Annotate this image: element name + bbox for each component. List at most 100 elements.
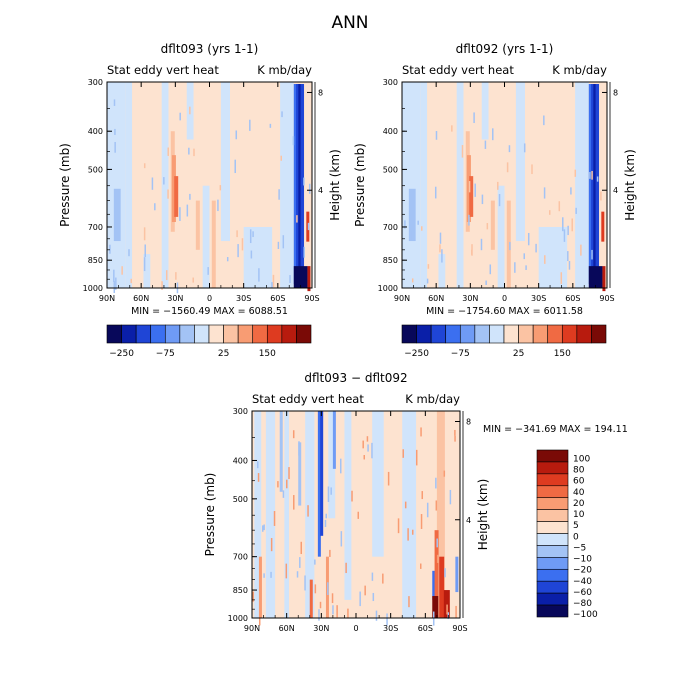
field-speckle <box>470 249 473 255</box>
field-speckle <box>114 141 116 153</box>
field-speckle <box>484 140 487 149</box>
field-streak <box>211 200 216 288</box>
colorbar-swatch <box>252 324 268 344</box>
field-region <box>254 411 262 618</box>
field-speckle <box>189 193 191 200</box>
field-speckle <box>523 143 526 153</box>
field-region <box>107 82 126 288</box>
field-speckle <box>411 529 414 535</box>
field-speckle <box>485 280 487 285</box>
panel-title: dflt092 (yrs 1-1) <box>456 42 554 56</box>
field-speckle <box>161 281 163 290</box>
field-speckle <box>257 473 260 482</box>
field-speckle <box>497 181 499 190</box>
field-streak <box>195 200 200 250</box>
panel-subtitle-right: K mb/day <box>552 63 607 77</box>
field-speckle <box>143 227 146 241</box>
field-speckle <box>443 470 446 477</box>
field-speckle <box>270 571 272 578</box>
field-speckle <box>163 177 165 185</box>
xtick-label: 30S <box>531 294 546 303</box>
field-speckle <box>509 241 511 251</box>
field-speckle <box>285 563 288 579</box>
field-speckle <box>339 458 342 474</box>
field-speckle <box>286 479 288 489</box>
field-speckle <box>330 487 332 495</box>
field-region <box>575 82 589 288</box>
field-region <box>202 185 210 288</box>
field-speckle <box>415 449 418 466</box>
field-speckle <box>480 238 483 251</box>
colorbar-swatch <box>150 324 166 344</box>
ytick-label: 700 <box>233 553 248 562</box>
field-region <box>456 82 464 288</box>
ytick-label: 300 <box>233 407 248 416</box>
field-speckle <box>544 255 546 264</box>
field-region <box>143 254 151 288</box>
field-speckle <box>563 229 566 242</box>
field-speckle <box>332 605 334 615</box>
field-speckle <box>179 112 181 121</box>
field-speckle <box>508 145 511 153</box>
field-region <box>284 411 289 618</box>
field-region <box>372 411 384 557</box>
field-speckle <box>299 557 301 568</box>
field-speckle <box>362 440 364 449</box>
xtick-label: 0 <box>353 624 358 633</box>
xtick-label: 90S <box>599 294 614 303</box>
colorbar-swatch <box>536 461 569 475</box>
field-speckle <box>336 605 338 618</box>
field-speckle <box>426 278 429 284</box>
xtick-label: 60N <box>133 294 149 303</box>
field-speckle <box>408 596 410 608</box>
field-speckle <box>304 575 306 591</box>
figure-title: ANN <box>331 13 368 33</box>
field-speckle <box>575 207 577 214</box>
field-column <box>300 84 305 284</box>
colorbar-swatch <box>547 324 563 344</box>
field-speckle <box>535 243 537 253</box>
colorbar-label: −80 <box>573 599 592 609</box>
field-streak <box>490 200 495 250</box>
field-speckle <box>426 502 429 518</box>
colorbar-label: −250 <box>109 349 134 359</box>
panel-2: dflt092 (yrs 1-1) Stat eddy vert heat K mb… <box>353 42 637 359</box>
field-speckle <box>186 204 189 217</box>
field-speckle <box>558 201 561 212</box>
ytick-right-label: 8 <box>466 418 471 427</box>
ytick-label: 850 <box>233 586 248 595</box>
colorbar-swatch <box>194 324 210 344</box>
xtick-label: 0 <box>207 294 212 303</box>
ytick-label: 500 <box>88 165 103 174</box>
field-region <box>538 226 568 288</box>
colorbar-label: −75 <box>451 349 470 359</box>
xtick-label: 30N <box>313 624 329 633</box>
field-speckle <box>289 275 291 283</box>
field-speckle <box>217 199 219 212</box>
field-speckle <box>165 270 168 281</box>
field-speckle <box>314 559 316 565</box>
field-speckle <box>571 218 573 232</box>
field-speckle <box>270 538 273 552</box>
field-speckle <box>263 524 265 531</box>
colorbar-swatch <box>281 324 297 344</box>
field-speckle <box>514 262 516 273</box>
field-speckle <box>115 277 117 290</box>
field-speckle <box>318 609 320 621</box>
panel-3: dflt093 − dflt092 Stat eddy vert heat K mb… <box>203 371 628 633</box>
field-core-warm <box>601 211 605 242</box>
colorbar-swatch <box>536 604 569 618</box>
field-speckle <box>454 435 456 442</box>
field-speckle <box>489 264 492 275</box>
field-speckle <box>292 430 295 439</box>
field-speckle <box>432 611 435 626</box>
colorbar-label: −10 <box>573 555 592 565</box>
field-speckle <box>386 613 388 626</box>
field-speckle <box>281 111 283 118</box>
colorbar-swatch <box>576 324 592 344</box>
field-speckle <box>420 427 422 437</box>
y-axis-right-label: Height (km) <box>476 479 490 550</box>
field-speckle <box>531 164 533 175</box>
field-streak <box>432 570 436 600</box>
field-speckle <box>327 582 329 596</box>
